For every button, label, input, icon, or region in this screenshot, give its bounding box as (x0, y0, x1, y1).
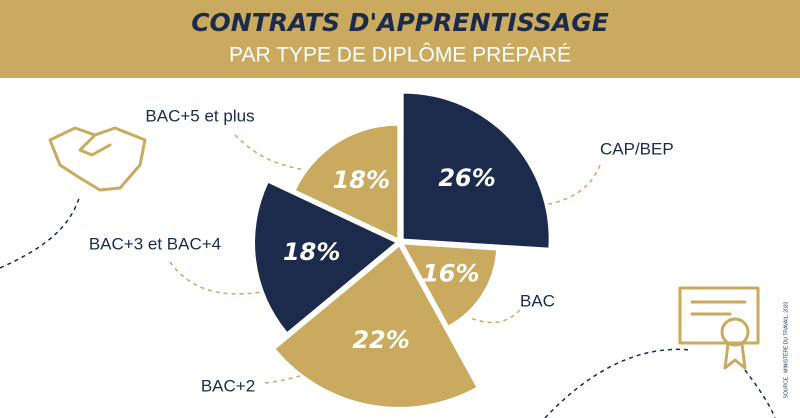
pie-slice (404, 244, 497, 326)
source: SOURCE : MINISTÈRE DU TRAVAIL, 2020 (782, 301, 789, 398)
value-label: 22% (352, 326, 409, 354)
category-label: BAC+3 et BAC+4 (89, 234, 221, 253)
pie-slice (275, 246, 477, 407)
value-label: 26% (438, 164, 495, 192)
category-label: BAC+2 (201, 376, 255, 395)
chart-subtitle: PAR TYPE DE DIPLÔME PRÉPARÉ (229, 44, 571, 67)
value-label: 18% (333, 166, 390, 194)
value-label: 18% (283, 238, 340, 266)
decorations (0, 126, 776, 418)
value-label: 16% (422, 259, 479, 287)
category-label: CAP/BEP (600, 139, 674, 158)
pie-slice (255, 183, 396, 332)
pie-slice (295, 125, 398, 238)
category-label: BAC (520, 291, 555, 310)
header-band (0, 0, 800, 78)
category-label: BAC+5 et plus (145, 106, 254, 125)
chart-title: CONTRATS D'APPRENTISSAGE (191, 8, 609, 37)
pie-slice (403, 93, 549, 248)
